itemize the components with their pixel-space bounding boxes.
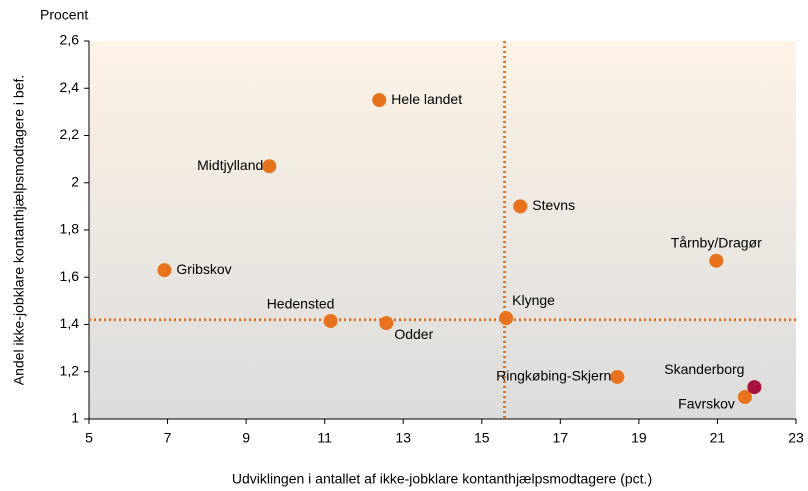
point-label: Hele landet (391, 91, 462, 107)
point (157, 263, 172, 278)
point-label: Klynge (512, 292, 555, 308)
point-label: Tårnby/Dragør (671, 234, 762, 250)
x-tick-label: 19 (631, 430, 647, 446)
point (737, 390, 752, 405)
y-tick-label: 1,6 (60, 268, 80, 284)
y-tick-label: 1,4 (60, 315, 80, 331)
x-tick-label: 13 (395, 430, 411, 446)
y-tick-label: 2,4 (60, 79, 80, 95)
point (262, 159, 277, 174)
point-label: Skanderborg (664, 361, 744, 377)
y-tick-label: 2,2 (60, 126, 80, 142)
point (513, 199, 528, 214)
x-tick-label: 5 (85, 430, 93, 446)
plot-area (89, 41, 796, 419)
x-tick-label: 23 (788, 430, 804, 446)
point-label: Hedensted (267, 296, 335, 312)
point-label: Ringkøbing-Skjern (496, 368, 611, 384)
point (372, 93, 387, 108)
point (379, 316, 394, 331)
y-tick-label: 2,6 (60, 32, 80, 48)
x-axis-title: Udviklingen i antallet af ikke-jobklare … (232, 471, 652, 487)
y-axis-title: Andel ikke-jobklare kontanthjælpsmodtage… (11, 75, 27, 386)
y-tick-label: 1,2 (60, 362, 80, 378)
point-label: Favrskov (678, 396, 735, 412)
point-label: Stevns (532, 197, 575, 213)
x-tick-label: 9 (242, 430, 250, 446)
x-tick-label: 17 (553, 430, 569, 446)
y-tick-label: 2 (71, 173, 79, 189)
point (323, 313, 338, 328)
x-tick-label: 21 (710, 430, 726, 446)
point (709, 253, 724, 268)
point-label: Midtjylland (197, 157, 263, 173)
point (610, 369, 625, 384)
point-label: Odder (394, 326, 433, 342)
point-label: Gribskov (176, 261, 231, 277)
y-unit-label: Procent (40, 7, 88, 23)
x-tick-label: 15 (474, 430, 490, 446)
x-tick-label: 7 (164, 430, 172, 446)
point (747, 380, 762, 395)
x-tick-label: 11 (317, 430, 332, 446)
y-tick-label: 1 (71, 410, 79, 426)
y-tick-label: 1,8 (60, 221, 80, 237)
point (499, 311, 514, 326)
